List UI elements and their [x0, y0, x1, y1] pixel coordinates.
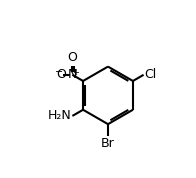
Text: O: O [67, 51, 77, 64]
Text: −: − [55, 67, 63, 77]
Text: O: O [56, 68, 66, 81]
Text: +: + [72, 68, 79, 77]
Text: H₂N: H₂N [48, 109, 72, 122]
Text: N: N [68, 68, 77, 81]
Text: Cl: Cl [144, 68, 156, 81]
Text: Br: Br [101, 137, 115, 150]
